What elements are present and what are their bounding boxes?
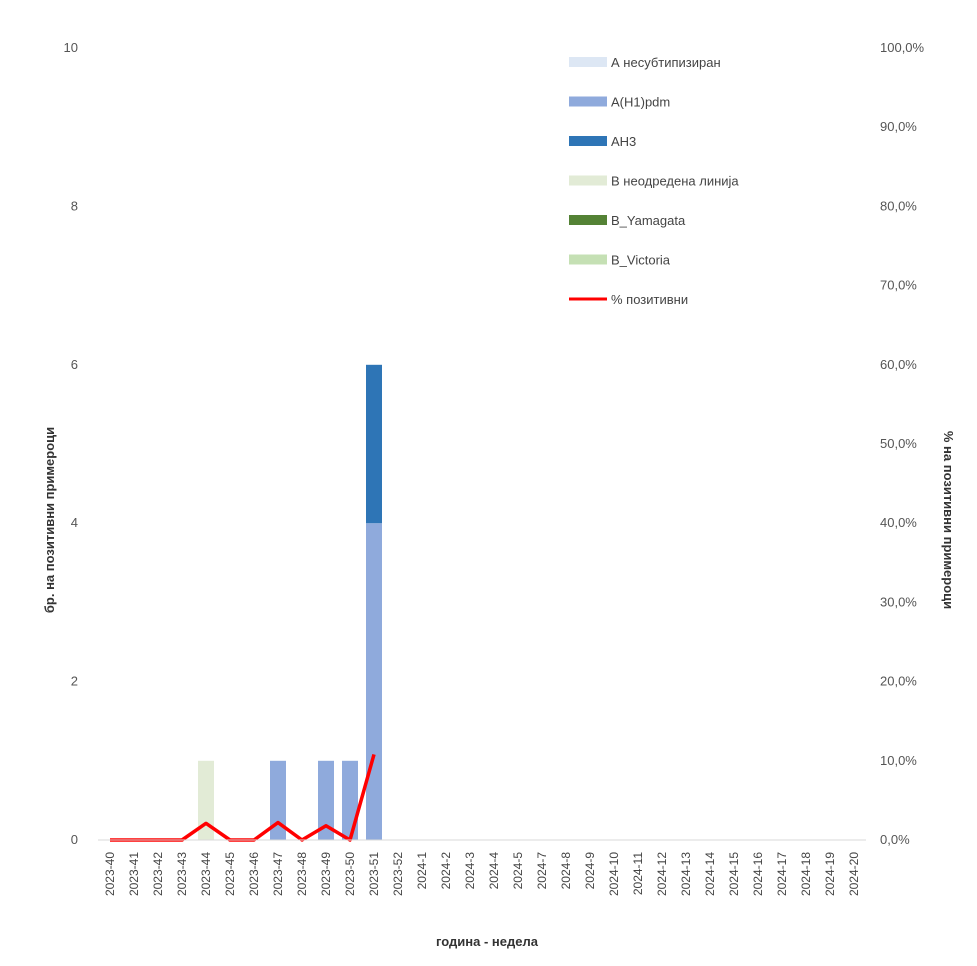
x-tick-label: 2023-40: [103, 852, 117, 896]
x-tick-label: 2024-4: [487, 852, 501, 890]
y2-tick-label: 60,0%: [880, 357, 917, 372]
legend-swatch: [569, 136, 607, 146]
x-tick-label: 2024-11: [631, 852, 645, 895]
percent-line: [110, 753, 376, 842]
legend: А несубтипизиран A(H1)pdm AH3 B неодредена …: [569, 55, 739, 307]
y2-tick-label: 70,0%: [880, 278, 917, 293]
x-tick-label: 2024-15: [727, 852, 741, 896]
x-tick-label: 2023-52: [391, 852, 405, 896]
x-tick-label: 2024-9: [583, 852, 597, 890]
legend-swatch: [569, 254, 607, 265]
x-tick-label: 2023-43: [175, 852, 189, 896]
x-tick-label: 2024-3: [463, 852, 477, 890]
bar-segment: [270, 760, 286, 840]
x-tick-label: 2023-45: [223, 852, 237, 896]
y2-tick-label: 0,0%: [880, 832, 910, 847]
x-tick-label: 2023-42: [151, 852, 165, 896]
y2-tick-label: 10,0%: [880, 753, 917, 768]
bars: [198, 364, 382, 840]
y2-axis-title: % на позитивни примероци: [941, 431, 956, 609]
bar-segment: [318, 760, 334, 840]
y2-tick-label: 20,0%: [880, 674, 917, 689]
x-axis-title: година - недела: [436, 934, 539, 949]
x-axis: 2023-40 2023-41 2023-42 2023-43 2023-44 2023-…: [103, 852, 861, 896]
legend-label: A(H1)pdm: [611, 95, 670, 110]
y-axis-title: бр. на позитивни примероци: [42, 427, 57, 613]
x-tick-label: 2024-20: [847, 852, 861, 896]
y-axis-left: 0 2 4 6 8 10: [64, 40, 78, 847]
y-tick-label: 6: [71, 357, 78, 372]
x-tick-label: 2024-7: [535, 852, 549, 890]
x-tick-label: 2023-51: [367, 852, 381, 896]
x-tick-label: 2024-14: [703, 852, 717, 896]
y-tick-label: 8: [71, 198, 78, 213]
bar-segment: [366, 364, 382, 524]
x-tick-label: 2024-17: [775, 852, 789, 896]
y-tick-label: 4: [71, 515, 78, 530]
legend-label: % позитивни: [611, 292, 688, 307]
y2-tick-label: 50,0%: [880, 436, 917, 451]
y2-tick-label: 80,0%: [880, 198, 917, 213]
legend-label: B неодредена линија: [611, 174, 739, 189]
y-tick-label: 10: [64, 40, 78, 55]
y2-tick-label: 100,0%: [880, 40, 925, 55]
x-tick-label: 2024-1: [415, 852, 429, 890]
x-tick-label: 2024-16: [751, 852, 765, 896]
bar-segment: [366, 523, 382, 840]
legend-label: B_Yamagata: [611, 213, 686, 228]
legend-swatch: [569, 57, 607, 67]
x-tick-label: 2023-44: [199, 852, 213, 896]
y-axis-right: 0,0% 10,0% 20,0% 30,0% 40,0% 50,0% 60,0% 70,0% 8…: [880, 40, 925, 847]
y-tick-label: 0: [71, 832, 78, 847]
x-tick-label: 2024-13: [679, 852, 693, 896]
y2-tick-label: 40,0%: [880, 515, 917, 530]
legend-label: B_Victoria: [611, 253, 671, 268]
legend-swatch: [569, 96, 607, 107]
bar-segment: [342, 760, 358, 840]
x-tick-label: 2024-18: [799, 852, 813, 896]
x-tick-label: 2024-8: [559, 852, 573, 890]
x-tick-label: 2023-41: [127, 852, 141, 896]
x-tick-label: 2024-12: [655, 852, 669, 896]
x-tick-label: 2024-10: [607, 852, 621, 896]
x-tick-label: 2023-47: [271, 852, 285, 896]
y-tick-label: 2: [71, 674, 78, 689]
y2-tick-label: 30,0%: [880, 594, 917, 609]
x-tick-label: 2024-5: [511, 852, 525, 890]
x-tick-label: 2024-2: [439, 852, 453, 890]
legend-swatch: [569, 175, 607, 186]
x-tick-label: 2023-50: [343, 852, 357, 896]
bar-segment: [198, 760, 214, 840]
y2-tick-label: 90,0%: [880, 119, 917, 134]
x-tick-label: 2024-19: [823, 852, 837, 896]
x-tick-label: 2023-48: [295, 852, 309, 896]
legend-label: А несубтипизиран: [611, 55, 721, 70]
percent-line-path: [110, 753, 376, 842]
x-tick-label: 2023-46: [247, 852, 261, 896]
legend-label: AH3: [611, 134, 636, 149]
x-tick-label: 2023-49: [319, 852, 333, 896]
legend-swatch: [569, 215, 607, 225]
